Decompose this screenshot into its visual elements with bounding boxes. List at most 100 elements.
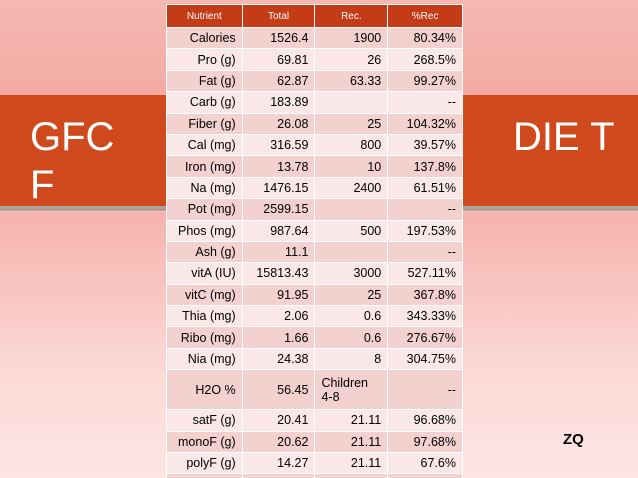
table-cell: 987.64	[241, 219, 316, 242]
table-cell: 21.11	[314, 430, 389, 454]
table-cell: 20.41	[241, 409, 316, 432]
column-header: Total	[241, 4, 316, 28]
table-cell: Na (mg)	[166, 176, 243, 200]
table-row: Fiber (g) 26.08 25 104.32%	[166, 112, 463, 135]
table-cell: Phos (mg)	[166, 219, 243, 242]
table-cell: 500	[314, 219, 389, 242]
table-cell: 25	[314, 112, 389, 135]
column-header: %Rec	[387, 4, 463, 28]
table-cell: 268.5%	[387, 48, 463, 71]
table-cell: --	[387, 369, 463, 411]
table-cell: 10	[314, 155, 389, 178]
table-cell: 2599.15	[241, 198, 316, 221]
table-cell: 21.11	[314, 452, 389, 475]
table-cell: 80.34%	[387, 26, 463, 50]
table-cell: Iron (mg)	[166, 155, 243, 178]
table-body: Calories 1526.4 1900 80.34% Pro (g) 69.81 26 26…	[166, 26, 463, 478]
table-cell: Calories	[166, 26, 243, 50]
table-cell: Ribo (mg)	[166, 326, 243, 349]
table-cell: 14.27	[241, 452, 316, 475]
table-cell: 13.78	[241, 155, 316, 178]
table-cell: 25	[314, 283, 389, 307]
table-cell: 91.95	[241, 283, 316, 307]
table-row: monoF (g) 20.62 21.11 97.68%	[166, 430, 463, 454]
table-cell: 0.6	[314, 305, 389, 328]
author-initials: ZQ	[563, 431, 584, 448]
table-cell: 2.06	[241, 305, 316, 328]
table-cell: 343.33%	[387, 305, 463, 328]
table-cell: 8	[314, 347, 389, 371]
table-cell: 11.1	[241, 240, 316, 264]
table-cell: --	[387, 240, 463, 264]
table-row: vitA (IU) 15813.43 3000 527.11%	[166, 262, 463, 285]
table-cell: Fiber (g)	[166, 112, 243, 135]
table-cell: H2O %	[166, 369, 243, 411]
table-row: Ash (g) 11.1 --	[166, 240, 463, 264]
table-cell: Chol (mg)	[166, 473, 243, 478]
table-cell: Children 4-8	[314, 369, 389, 411]
table-cell: 3000	[314, 262, 389, 285]
table-cell: 69.81	[241, 48, 316, 71]
table-row: Iron (mg) 13.78 10 137.8%	[166, 155, 463, 178]
table-cell: 197.53%	[387, 219, 463, 242]
table-cell: 300	[314, 473, 389, 478]
table-row: H2O % 56.45 Children 4-8 --	[166, 369, 463, 411]
table-cell: 104.32%	[387, 112, 463, 135]
right-title: DIE T	[513, 115, 615, 159]
table-cell: monoF (g)	[166, 430, 243, 454]
table-cell: Cal (mg)	[166, 133, 243, 157]
table-cell: Fat (g)	[166, 69, 243, 93]
table-cell: Nia (mg)	[166, 347, 243, 371]
table-row: Cal (mg) 316.59 800 39.57%	[166, 133, 463, 157]
table-cell: 527.11%	[387, 262, 463, 285]
table-cell: 56.45	[241, 369, 316, 411]
table-row: Na (mg) 1476.15 2400 61.51%	[166, 176, 463, 200]
table-cell: polyF (g)	[166, 452, 243, 475]
column-header: Rec.	[314, 4, 389, 28]
table-cell: 1900	[314, 26, 389, 50]
table-cell: --	[387, 198, 463, 221]
table-row: vitC (mg) 91.95 25 367.8%	[166, 283, 463, 307]
table-cell: 20.62	[241, 430, 316, 454]
table-cell: 24.38	[241, 347, 316, 371]
table-row: Pot (mg) 2599.15 --	[166, 198, 463, 221]
table-row: Nia (mg) 24.38 8 304.75%	[166, 347, 463, 371]
table-cell: 21.11	[314, 409, 389, 432]
table-cell	[314, 198, 389, 221]
table-cell: 316.59	[241, 133, 316, 157]
table-row: polyF (g) 14.27 21.11 67.6%	[166, 452, 463, 475]
table-row: Carb (g) 183.89 --	[166, 91, 463, 114]
table-cell: 26.08	[241, 112, 316, 135]
table-cell: Pro (g)	[166, 48, 243, 71]
table-row: Pro (g) 69.81 26 268.5%	[166, 48, 463, 71]
nutrition-table: Nutrient Total Rec. %Rec Calories 1526.4 1900…	[166, 4, 463, 478]
table-cell: 63.33	[314, 69, 389, 93]
table-cell: 1526.4	[241, 26, 316, 50]
table-cell	[314, 91, 389, 114]
table-cell: 277.23	[241, 473, 316, 478]
table-cell: Thia (mg)	[166, 305, 243, 328]
table-cell: 276.67%	[387, 326, 463, 349]
table-cell: 1476.15	[241, 176, 316, 200]
table-cell	[314, 240, 389, 264]
table-cell: vitA (IU)	[166, 262, 243, 285]
table-cell: 26	[314, 48, 389, 71]
table-cell: 137.8%	[387, 155, 463, 178]
table-row: Thia (mg) 2.06 0.6 343.33%	[166, 305, 463, 328]
table-row: Ribo (mg) 1.66 0.6 276.67%	[166, 326, 463, 349]
table-cell: 304.75%	[387, 347, 463, 371]
table-row: satF (g) 20.41 21.11 96.68%	[166, 409, 463, 432]
table-cell: 15813.43	[241, 262, 316, 285]
table-cell: --	[387, 91, 463, 114]
table-header-row: Nutrient Total Rec. %Rec	[166, 4, 463, 28]
table-cell: 1.66	[241, 326, 316, 349]
table-cell: 61.51%	[387, 176, 463, 200]
table-cell: 800	[314, 133, 389, 157]
table-cell: 62.87	[241, 69, 316, 93]
table-cell: 0.6	[314, 326, 389, 349]
table-cell: vitC (mg)	[166, 283, 243, 307]
table-cell: satF (g)	[166, 409, 243, 432]
table-cell: Ash (g)	[166, 240, 243, 264]
table-row: Phos (mg) 987.64 500 197.53%	[166, 219, 463, 242]
table-cell: 2400	[314, 176, 389, 200]
